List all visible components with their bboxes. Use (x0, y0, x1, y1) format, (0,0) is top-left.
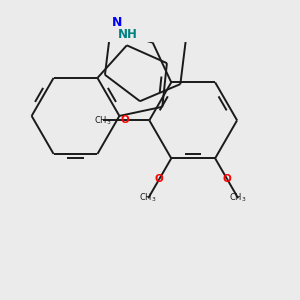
Text: O: O (155, 174, 164, 184)
Text: NH: NH (118, 28, 138, 41)
Text: CH$_3$: CH$_3$ (94, 114, 112, 127)
Text: O: O (223, 174, 232, 184)
Text: N: N (112, 16, 122, 29)
Text: CH$_3$: CH$_3$ (140, 192, 157, 205)
Text: CH$_3$: CH$_3$ (230, 192, 247, 205)
Text: O: O (121, 115, 130, 125)
